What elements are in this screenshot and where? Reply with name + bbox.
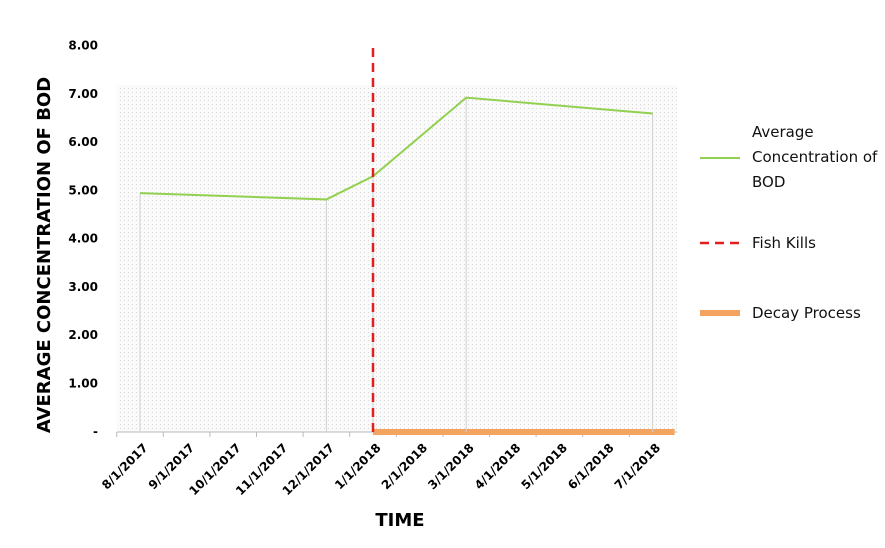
y-tick-label: 7.00 [68,87,98,101]
x-tick-label: 7/1/2018 [612,441,664,493]
legend-label: Decay Process [752,304,861,322]
x-tick-label: 6/1/2018 [565,441,617,493]
plot-background [117,85,677,432]
y-tick-label: 6.00 [68,135,98,149]
legend-label: Average Concentration of BOD [752,123,878,191]
y-tick-label: 3.00 [68,280,98,294]
x-tick-label: 2/1/2018 [379,441,431,493]
legend-label: Fish Kills [752,234,816,252]
y-tick-label: 4.00 [68,232,98,246]
y-tick-label: 8.00 [68,39,98,53]
x-tick-label: 5/1/2018 [518,441,570,493]
x-tick-label: 3/1/2018 [425,441,477,493]
y-axis-title: AVERAGE CONCENTRATION OF BOD [34,77,55,433]
x-axis-title: TIME [375,510,424,531]
y-tick-label: - [93,425,98,439]
y-tick-label: 5.00 [68,183,98,197]
y-tick-label: 2.00 [68,328,98,342]
y-tick-label: 1.00 [68,376,98,390]
x-tick-label: 4/1/2018 [472,441,524,493]
x-tick-label: 8/1/2017 [99,441,151,493]
x-tick-label: 1/1/2018 [332,441,384,493]
